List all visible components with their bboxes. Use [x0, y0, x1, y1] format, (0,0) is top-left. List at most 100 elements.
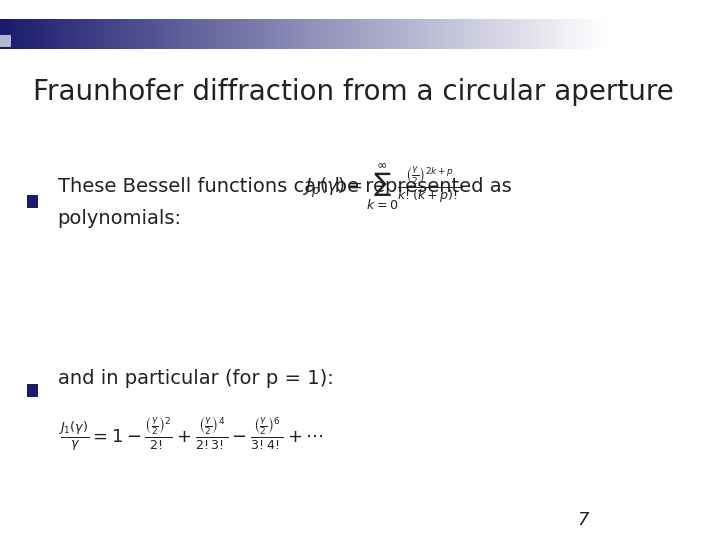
- FancyBboxPatch shape: [247, 19, 248, 49]
- FancyBboxPatch shape: [313, 19, 315, 49]
- FancyBboxPatch shape: [55, 19, 57, 49]
- FancyBboxPatch shape: [200, 19, 202, 49]
- FancyBboxPatch shape: [362, 19, 364, 49]
- FancyBboxPatch shape: [487, 19, 490, 49]
- FancyBboxPatch shape: [263, 19, 265, 49]
- FancyBboxPatch shape: [65, 19, 67, 49]
- FancyBboxPatch shape: [248, 19, 251, 49]
- FancyBboxPatch shape: [192, 19, 194, 49]
- FancyBboxPatch shape: [218, 19, 220, 49]
- FancyBboxPatch shape: [230, 19, 233, 49]
- FancyBboxPatch shape: [595, 19, 596, 49]
- FancyBboxPatch shape: [435, 19, 437, 49]
- FancyBboxPatch shape: [10, 19, 12, 49]
- FancyBboxPatch shape: [123, 19, 125, 49]
- FancyBboxPatch shape: [267, 19, 269, 49]
- FancyBboxPatch shape: [526, 19, 528, 49]
- FancyBboxPatch shape: [368, 19, 370, 49]
- Text: 7: 7: [577, 511, 588, 529]
- FancyBboxPatch shape: [107, 19, 109, 49]
- FancyBboxPatch shape: [142, 19, 143, 49]
- FancyBboxPatch shape: [588, 19, 590, 49]
- FancyBboxPatch shape: [431, 19, 433, 49]
- FancyBboxPatch shape: [467, 19, 469, 49]
- FancyBboxPatch shape: [14, 19, 16, 49]
- Text: $\frac{J_1(\gamma)}{\gamma} = 1 - \frac{\left(\frac{\gamma}{2}\right)^{2}}{2!} +: $\frac{J_1(\gamma)}{\gamma} = 1 - \frac{…: [58, 416, 323, 454]
- FancyBboxPatch shape: [30, 19, 32, 49]
- FancyBboxPatch shape: [491, 19, 493, 49]
- FancyBboxPatch shape: [441, 19, 443, 49]
- FancyBboxPatch shape: [170, 19, 172, 49]
- Text: These Bessell functions can be represented as: These Bessell functions can be represent…: [58, 177, 511, 196]
- FancyBboxPatch shape: [340, 19, 342, 49]
- FancyBboxPatch shape: [261, 19, 263, 49]
- FancyBboxPatch shape: [233, 19, 235, 49]
- FancyBboxPatch shape: [162, 19, 163, 49]
- FancyBboxPatch shape: [227, 19, 228, 49]
- FancyBboxPatch shape: [73, 19, 75, 49]
- FancyBboxPatch shape: [342, 19, 343, 49]
- FancyBboxPatch shape: [243, 19, 245, 49]
- FancyBboxPatch shape: [75, 19, 77, 49]
- FancyBboxPatch shape: [186, 19, 188, 49]
- FancyBboxPatch shape: [220, 19, 222, 49]
- FancyBboxPatch shape: [132, 19, 133, 49]
- FancyBboxPatch shape: [522, 19, 523, 49]
- FancyBboxPatch shape: [530, 19, 532, 49]
- FancyBboxPatch shape: [600, 19, 603, 49]
- FancyBboxPatch shape: [57, 19, 58, 49]
- FancyBboxPatch shape: [520, 19, 522, 49]
- FancyBboxPatch shape: [410, 19, 413, 49]
- FancyBboxPatch shape: [457, 19, 459, 49]
- FancyBboxPatch shape: [318, 19, 320, 49]
- Text: and in particular (for p = 1):: and in particular (for p = 1):: [58, 368, 333, 388]
- FancyBboxPatch shape: [22, 19, 24, 49]
- FancyBboxPatch shape: [305, 19, 307, 49]
- FancyBboxPatch shape: [180, 19, 182, 49]
- FancyBboxPatch shape: [490, 19, 491, 49]
- FancyBboxPatch shape: [402, 19, 405, 49]
- FancyBboxPatch shape: [538, 19, 540, 49]
- FancyBboxPatch shape: [336, 19, 338, 49]
- FancyBboxPatch shape: [364, 19, 366, 49]
- FancyBboxPatch shape: [528, 19, 530, 49]
- FancyBboxPatch shape: [275, 19, 277, 49]
- FancyBboxPatch shape: [395, 19, 396, 49]
- FancyBboxPatch shape: [585, 19, 586, 49]
- FancyBboxPatch shape: [576, 19, 578, 49]
- FancyBboxPatch shape: [350, 19, 352, 49]
- FancyBboxPatch shape: [445, 19, 447, 49]
- FancyBboxPatch shape: [113, 19, 115, 49]
- FancyBboxPatch shape: [301, 19, 303, 49]
- FancyBboxPatch shape: [564, 19, 566, 49]
- FancyBboxPatch shape: [303, 19, 305, 49]
- FancyBboxPatch shape: [105, 19, 107, 49]
- FancyBboxPatch shape: [166, 19, 168, 49]
- FancyBboxPatch shape: [99, 19, 101, 49]
- FancyBboxPatch shape: [101, 19, 103, 49]
- FancyBboxPatch shape: [332, 19, 333, 49]
- FancyBboxPatch shape: [111, 19, 113, 49]
- FancyBboxPatch shape: [0, 19, 2, 49]
- FancyBboxPatch shape: [27, 19, 28, 49]
- FancyBboxPatch shape: [323, 19, 325, 49]
- FancyBboxPatch shape: [38, 19, 40, 49]
- FancyBboxPatch shape: [245, 19, 247, 49]
- FancyBboxPatch shape: [24, 19, 27, 49]
- FancyBboxPatch shape: [222, 19, 225, 49]
- FancyBboxPatch shape: [255, 19, 257, 49]
- FancyBboxPatch shape: [150, 19, 152, 49]
- FancyBboxPatch shape: [384, 19, 386, 49]
- FancyBboxPatch shape: [325, 19, 328, 49]
- FancyBboxPatch shape: [505, 19, 508, 49]
- FancyBboxPatch shape: [386, 19, 388, 49]
- FancyBboxPatch shape: [560, 19, 562, 49]
- FancyBboxPatch shape: [271, 19, 273, 49]
- FancyBboxPatch shape: [95, 19, 97, 49]
- FancyBboxPatch shape: [469, 19, 471, 49]
- FancyBboxPatch shape: [480, 19, 481, 49]
- FancyBboxPatch shape: [300, 19, 301, 49]
- FancyBboxPatch shape: [204, 19, 206, 49]
- FancyBboxPatch shape: [77, 19, 79, 49]
- FancyBboxPatch shape: [265, 19, 267, 49]
